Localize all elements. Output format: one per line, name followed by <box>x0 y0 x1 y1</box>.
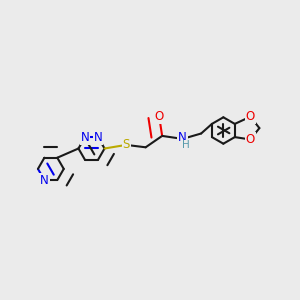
Text: N: N <box>178 130 187 144</box>
Text: H: H <box>182 140 189 151</box>
Text: O: O <box>246 110 255 123</box>
Text: N: N <box>94 131 102 144</box>
Text: O: O <box>246 133 255 146</box>
Text: O: O <box>154 110 164 123</box>
Text: S: S <box>122 138 130 152</box>
Text: N: N <box>81 131 89 144</box>
Text: N: N <box>40 174 49 187</box>
